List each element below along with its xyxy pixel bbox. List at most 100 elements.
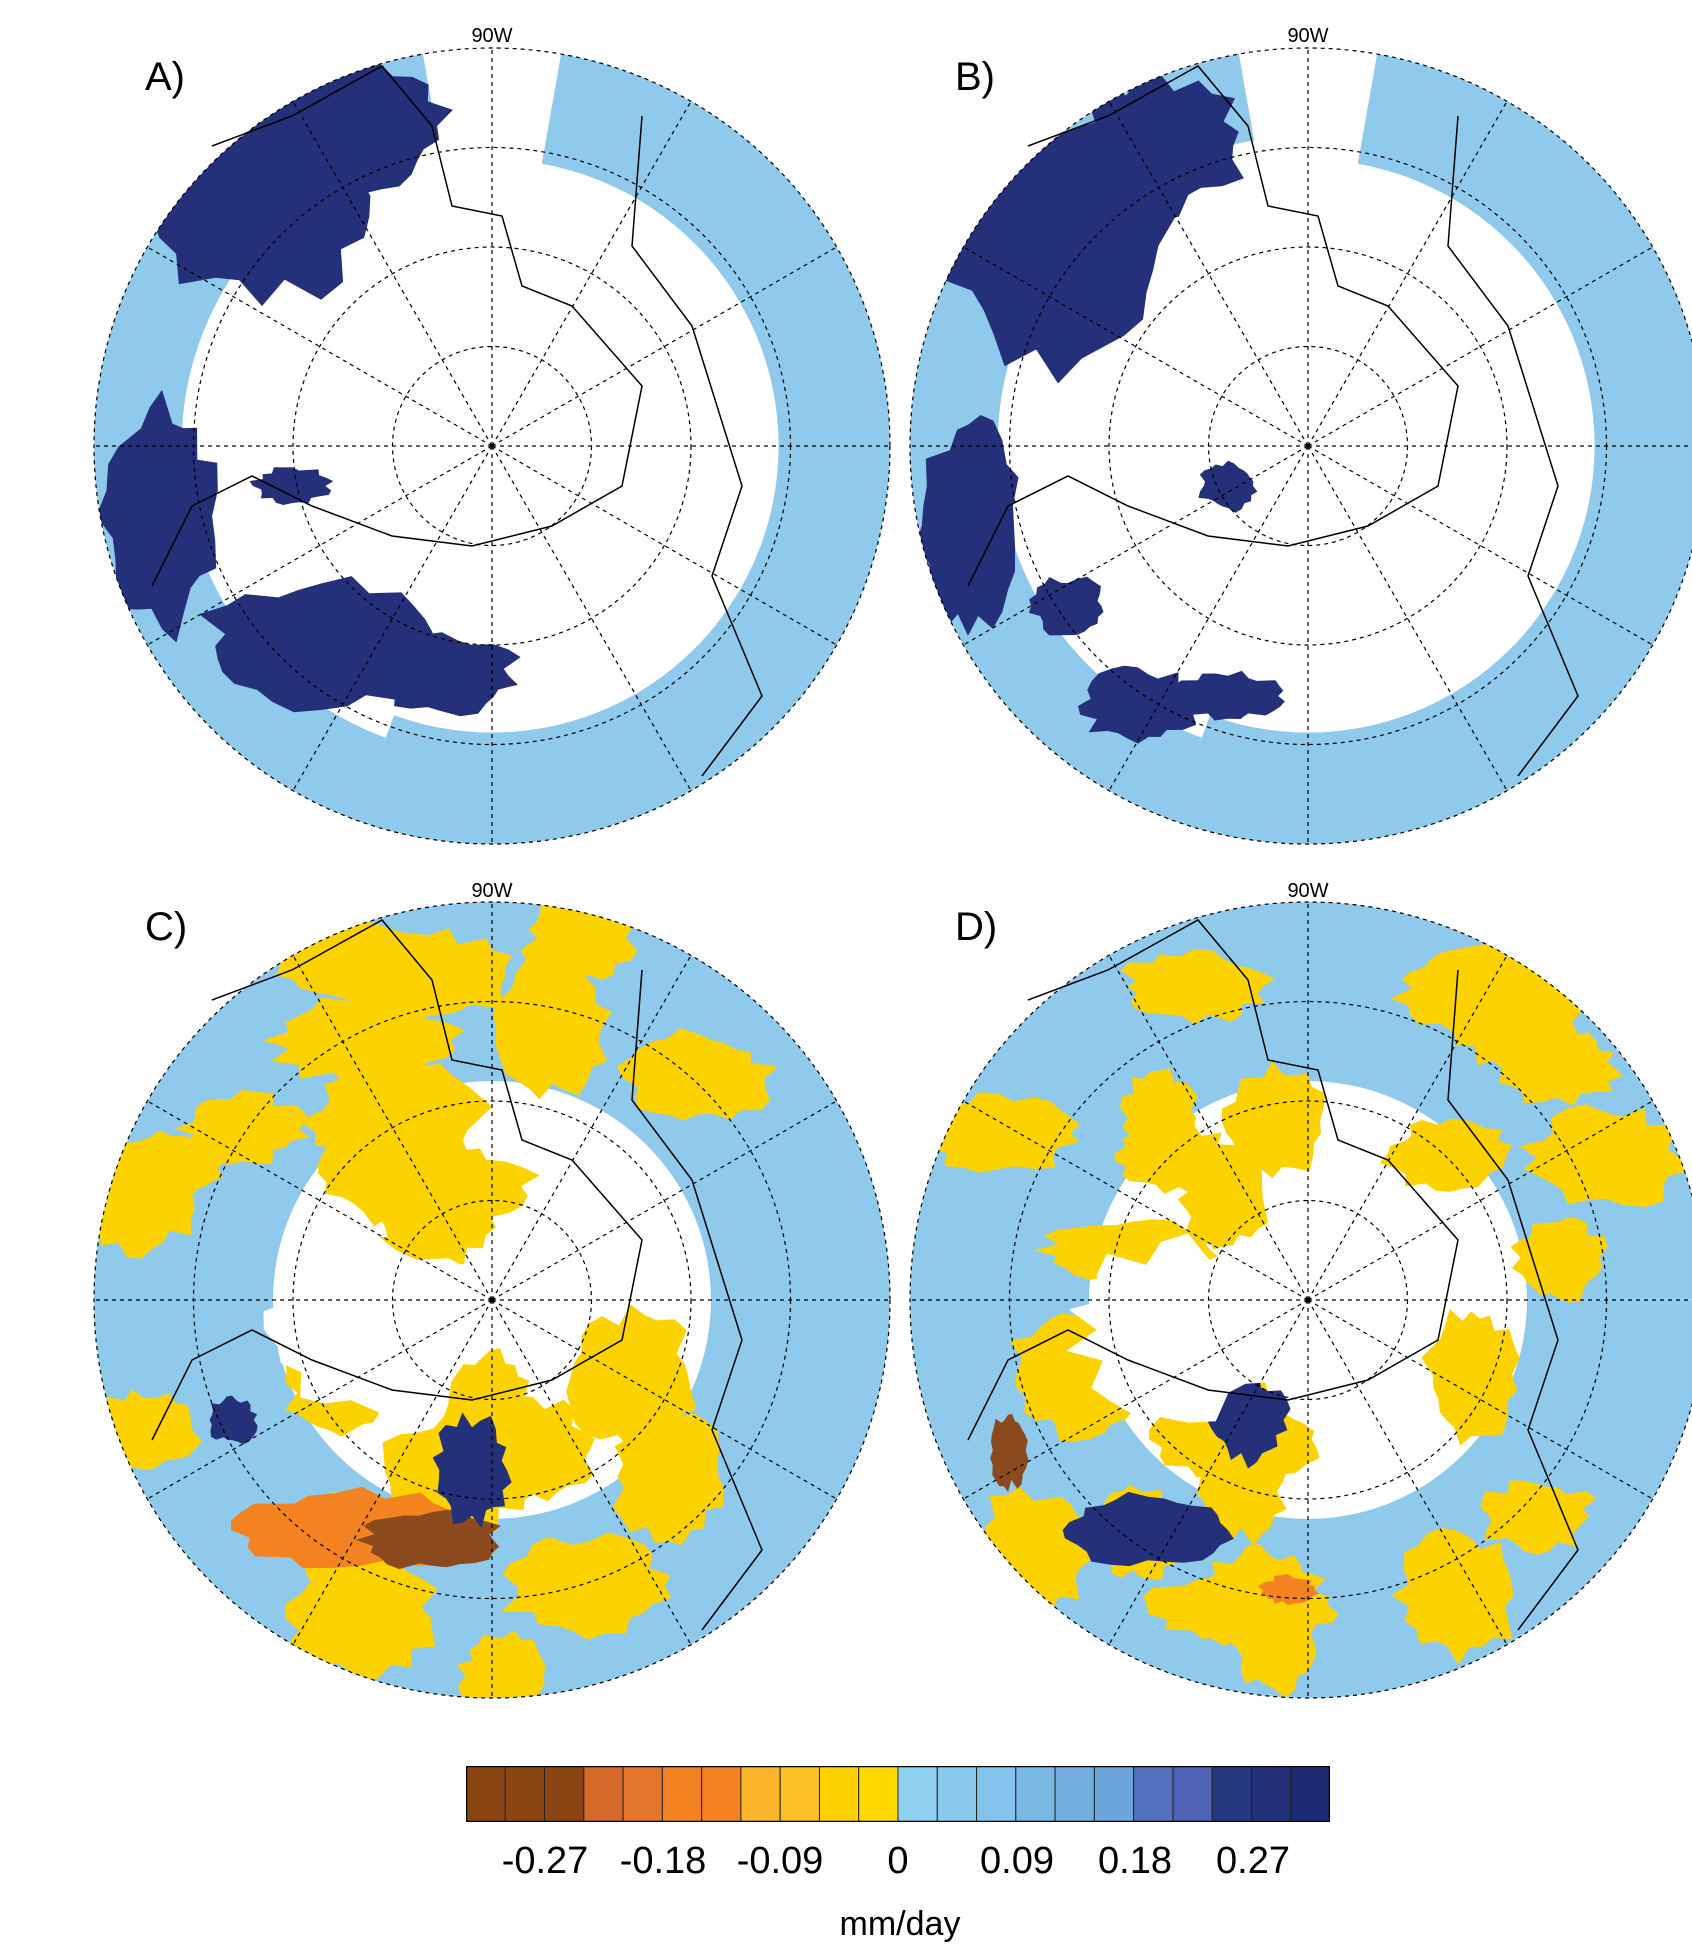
meridian-line	[292, 445, 493, 791]
field-light-blue-ring	[1169, 48, 1692, 844]
latitude-circle	[292, 1100, 692, 1500]
meridian-line	[491, 445, 837, 646]
colorbar-swatch	[976, 1766, 1017, 1822]
field-dark-blue	[1066, 70, 1244, 219]
field-brown	[990, 1413, 1029, 1492]
meridian-line	[147, 246, 493, 447]
field-yellow	[1221, 1061, 1326, 1179]
meridian-line	[963, 1100, 1309, 1301]
colorbar-swatch	[1172, 1766, 1213, 1822]
field-yellow	[1391, 1527, 1514, 1665]
colorbar-swatch	[701, 1766, 742, 1822]
colorbar-swatch	[740, 1766, 781, 1822]
map-boundary	[93, 901, 891, 1699]
map-field	[910, 902, 1692, 1698]
colorbar	[466, 1766, 1330, 1822]
field-yellow	[1379, 1119, 1513, 1192]
colorbar-tick-label: 0.18	[1098, 1840, 1172, 1882]
meridian-line	[491, 445, 692, 791]
field-yellow	[1436, 960, 1584, 1074]
field-yellow	[501, 1532, 672, 1640]
field-blank	[263, 1231, 490, 1421]
colorbar-swatch	[504, 1766, 546, 1822]
field-dark-blue	[1062, 1491, 1234, 1567]
meridian-line	[491, 246, 837, 447]
colorbar-swatch	[897, 1766, 938, 1822]
colorbar-tick-label: 0.27	[1216, 1840, 1290, 1882]
field-orange	[1257, 1573, 1320, 1606]
latitude-circle	[1108, 1100, 1508, 1500]
coastline	[631, 115, 763, 777]
colorbar-swatch	[1211, 1766, 1252, 1822]
coastline	[967, 919, 1459, 1441]
meridian-line	[1108, 101, 1309, 447]
meridian-line	[491, 1299, 837, 1500]
coastline	[1447, 115, 1579, 777]
field-dark-blue	[209, 1395, 258, 1445]
colorbar-tick-label: 0.09	[980, 1840, 1054, 1882]
colorbar-units: mm/day	[839, 1905, 961, 1943]
map-boundary	[909, 47, 1692, 845]
panel-a-lon-label: 90W	[471, 25, 513, 47]
colorbar-swatch	[583, 1766, 624, 1822]
field-yellow	[566, 1304, 697, 1449]
colorbar-swatch	[1015, 1766, 1056, 1822]
field-dark-blue	[369, 632, 521, 717]
field-light-blue-ring	[353, 48, 890, 844]
field-yellow	[1177, 1147, 1268, 1250]
meridian-line	[1108, 955, 1309, 1301]
meridian-line	[292, 955, 493, 1301]
panel-d-lon-label: 90W	[1287, 880, 1329, 902]
field-dark-blue	[96, 389, 218, 643]
colorbar-swatch	[936, 1766, 978, 1822]
coastline	[151, 919, 643, 1441]
field-yellow	[617, 1028, 778, 1121]
coastline	[1447, 969, 1579, 1631]
field-dark-blue	[913, 415, 1019, 636]
meridian-line	[147, 1299, 493, 1500]
panel-b-label: B)	[955, 55, 995, 99]
colorbar-swatch	[1250, 1766, 1292, 1822]
field-yellow	[455, 1630, 546, 1698]
map-field	[94, 902, 890, 1698]
field-dark-blue	[1078, 665, 1198, 744]
meridian-line	[963, 246, 1309, 447]
field-yellow	[1225, 1579, 1317, 1698]
meridian-line	[147, 1100, 493, 1301]
latitude-circle	[292, 246, 692, 646]
panel-c-lon-label: 90W	[471, 880, 513, 902]
coastline	[631, 969, 763, 1631]
panel-b-lon-label: 90W	[1287, 25, 1329, 47]
meridian-line	[147, 445, 493, 646]
coastline	[967, 65, 1459, 587]
colorbar-swatch	[818, 1766, 860, 1822]
panel-d-label: D)	[955, 905, 998, 949]
meridian-line	[1307, 955, 1508, 1301]
field-yellow	[1519, 1104, 1692, 1207]
colorbar-swatch	[779, 1766, 820, 1822]
map-boundary	[909, 901, 1692, 1699]
field-dark-blue	[1198, 460, 1258, 513]
meridian-line	[1307, 1299, 1653, 1500]
meridian-line	[1307, 445, 1653, 646]
meridian-line	[963, 445, 1309, 646]
field-yellow	[262, 996, 465, 1089]
meridian-line	[292, 101, 493, 447]
field-dark-blue	[1163, 670, 1285, 721]
panel-c-label: C)	[145, 905, 188, 949]
colorbar-tick-label: -0.09	[736, 1840, 824, 1882]
map-boundary	[93, 47, 891, 845]
field-yellow	[318, 1118, 466, 1227]
colorbar-tick-label: -0.18	[619, 1840, 707, 1882]
coastline	[151, 65, 643, 587]
field-yellow	[493, 955, 612, 1100]
meridian-line	[292, 1299, 493, 1645]
meridian-line	[491, 1299, 692, 1645]
colorbar-swatch	[661, 1766, 703, 1822]
meridian-line	[1307, 246, 1653, 447]
meridian-line	[1307, 101, 1508, 447]
